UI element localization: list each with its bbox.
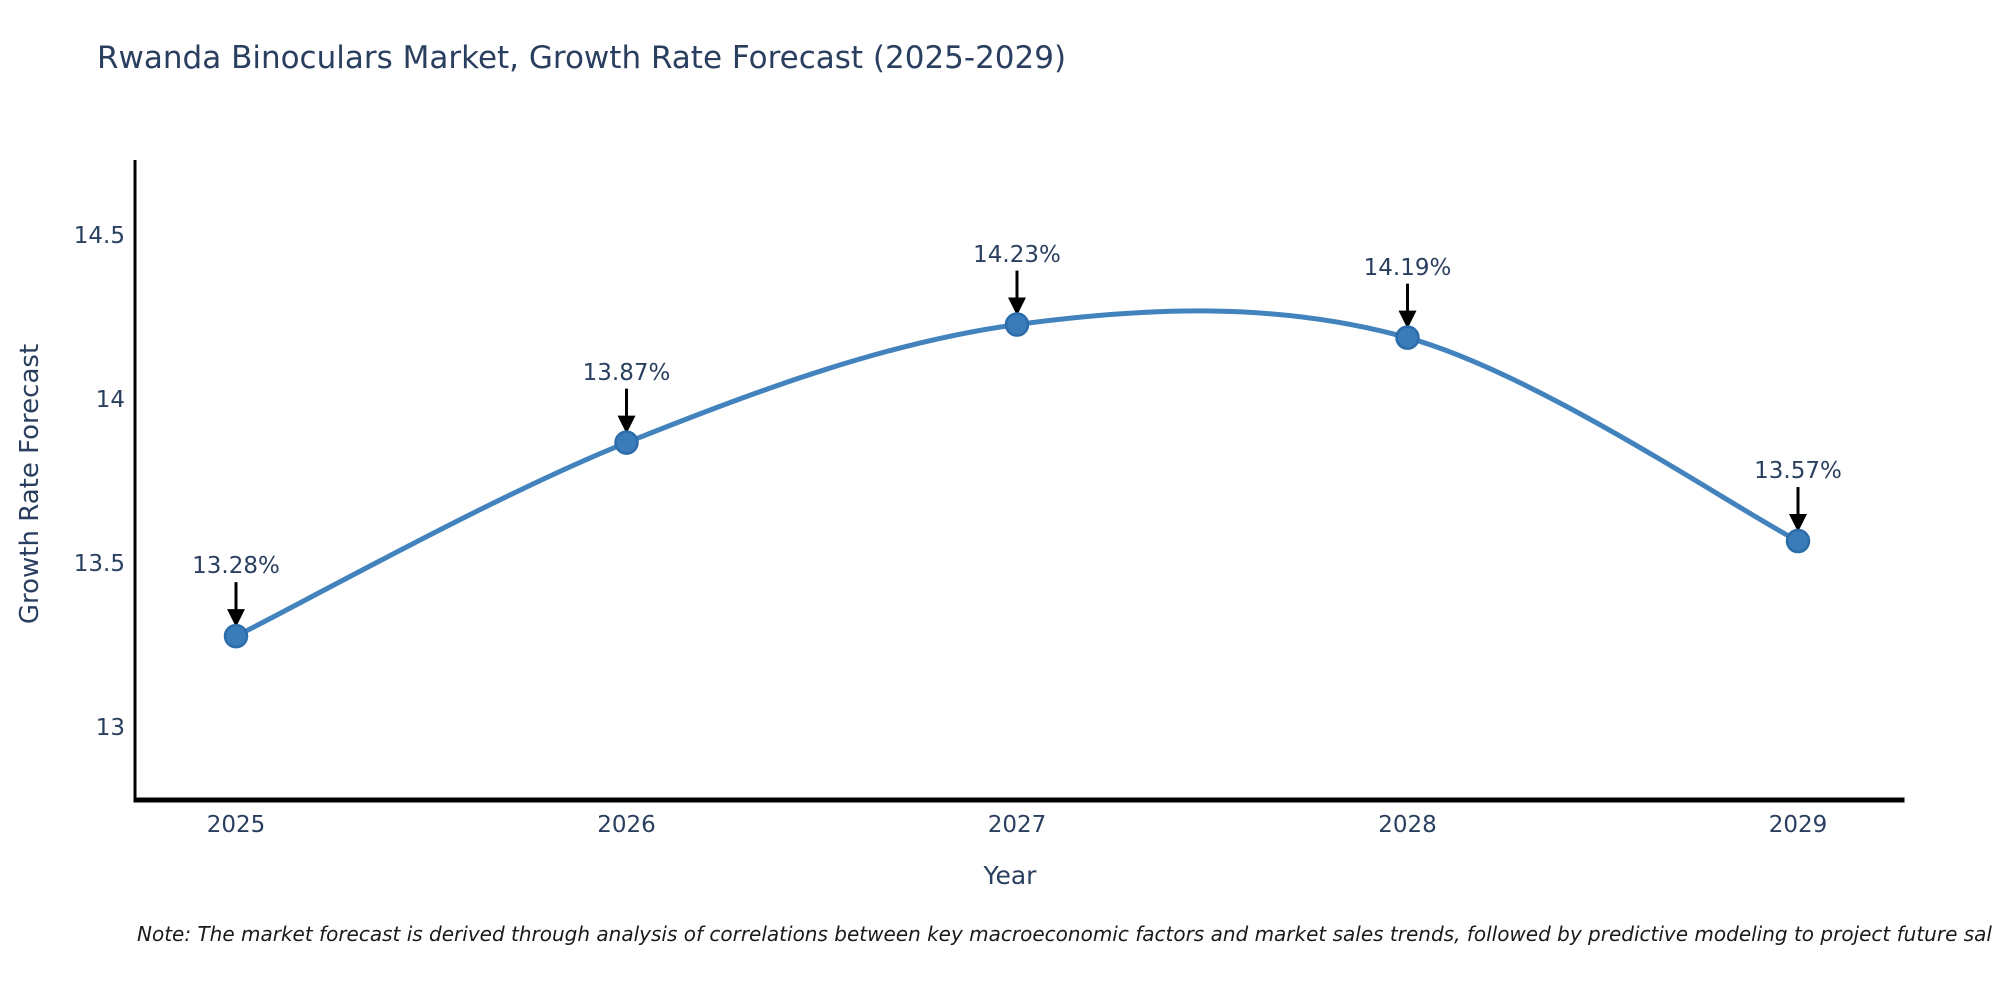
- data-point-marker[interactable]: [223, 623, 249, 649]
- x-axis-title: Year: [983, 861, 1037, 890]
- data-point-value-label: 14.23%: [973, 241, 1061, 268]
- x-tick-label: 2026: [597, 812, 656, 838]
- data-point-value-label: 14.19%: [1363, 254, 1452, 281]
- annotation-arrowhead-icon: [1398, 310, 1417, 329]
- data-point-value-label: 13.28%: [192, 553, 280, 580]
- chart-title: Rwanda Binoculars Market, Growth Rate Fo…: [97, 40, 1067, 76]
- x-tick-label: 2027: [987, 812, 1047, 838]
- annotation-arrowhead-icon: [1789, 514, 1807, 533]
- data-point-value-label: 13.57%: [1754, 458, 1842, 485]
- x-tick-label: 2028: [1378, 812, 1437, 838]
- data-point-value-label: 13.87%: [582, 359, 671, 386]
- forecast-line: [234, 308, 1800, 639]
- y-tick-label: 13: [95, 715, 125, 741]
- annotation-arrowhead-icon: [227, 609, 245, 628]
- x-tick-label: 2025: [206, 812, 266, 838]
- y-axis-line: [133, 160, 137, 802]
- annotation-arrowhead-icon: [617, 415, 636, 434]
- footnote: Note: The market forecast is derived thr…: [137, 922, 1992, 946]
- y-tick-label: 14.5: [73, 223, 125, 249]
- y-tick-label: 14: [95, 387, 125, 413]
- annotation-arrowhead-icon: [1008, 297, 1026, 316]
- data-point-marker[interactable]: [1395, 325, 1420, 350]
- y-tick-label: 13.5: [73, 551, 125, 577]
- data-point-marker[interactable]: [1004, 312, 1030, 337]
- x-axis-line: [133, 797, 1905, 803]
- x-tick-label: 2029: [1768, 812, 1828, 838]
- data-point-marker[interactable]: [614, 430, 639, 455]
- data-point-marker[interactable]: [1785, 528, 1811, 554]
